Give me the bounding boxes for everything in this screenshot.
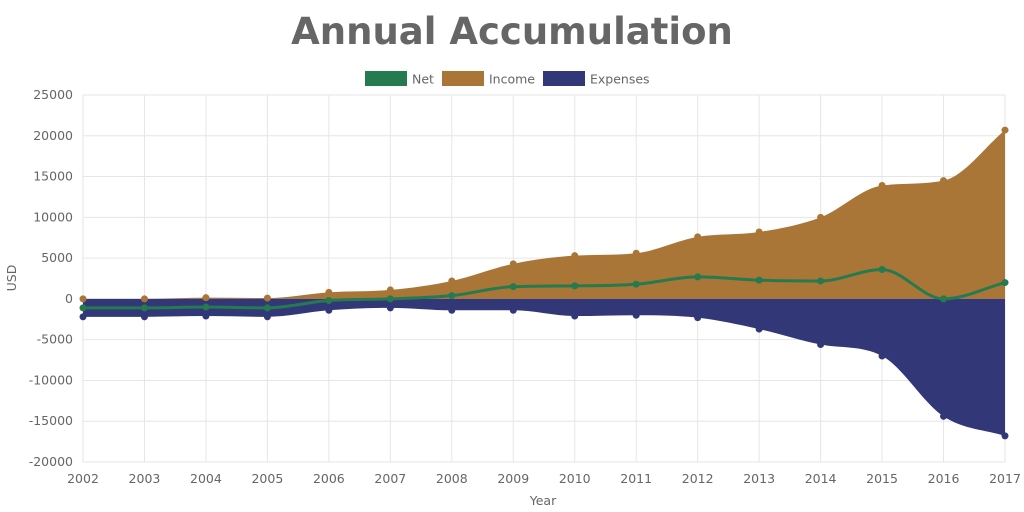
x-axis-label: Year [529,493,557,508]
y-tick-label: 20000 [33,128,73,143]
point-layer [79,126,1009,440]
income-point[interactable] [571,252,579,260]
x-tick-label: 2006 [313,471,345,486]
expenses-point[interactable] [79,313,87,321]
net-point[interactable] [1001,279,1009,287]
net-point[interactable] [817,277,825,285]
net-point[interactable] [632,280,640,288]
area-layer [83,130,1005,436]
net-point[interactable] [386,295,394,303]
expenses-point[interactable] [878,352,886,360]
y-tick-label: -20000 [29,454,73,469]
legend[interactable]: Net Income Expenses [365,71,650,87]
x-tick-label: 2003 [129,471,161,486]
net-point[interactable] [694,273,702,281]
expenses-point[interactable] [571,312,579,320]
income-point[interactable] [755,228,763,236]
income-point[interactable] [202,294,210,302]
income-point[interactable] [325,288,333,296]
net-point[interactable] [571,282,579,290]
net-point[interactable] [140,304,148,312]
x-tick-label: 2013 [743,471,775,486]
expenses-point[interactable] [940,412,948,420]
income-point[interactable] [817,213,825,221]
expenses-point[interactable] [263,313,271,321]
y-tick-label: 15000 [33,169,73,184]
x-tick-label: 2011 [620,471,652,486]
expenses-point[interactable] [1001,432,1009,440]
y-tick-label: -10000 [29,372,73,387]
net-point[interactable] [878,266,886,274]
expenses-point[interactable] [386,304,394,312]
legend-swatch-income [442,71,484,86]
legend-item-net[interactable]: Net [365,71,434,87]
income-point[interactable] [940,177,948,185]
x-tick-label: 2014 [805,471,837,486]
expenses-point[interactable] [817,341,825,349]
expenses-point[interactable] [509,306,517,314]
net-point[interactable] [448,292,456,300]
legend-label-expenses: Expenses [590,72,650,87]
expenses-point[interactable] [202,312,210,320]
x-tick-label: 2012 [682,471,714,486]
x-tick-label: 2015 [866,471,898,486]
y-axis-label: USD [4,265,19,292]
x-tick-label: 2007 [374,471,406,486]
legend-swatch-net [365,71,407,86]
income-point[interactable] [1001,126,1009,134]
y-tick-label: -15000 [29,413,73,428]
x-axis-ticks: 2002 2003 2004 2005 2006 2007 2008 2009 2010 2011… [67,471,1021,486]
expenses-point[interactable] [325,306,333,314]
x-tick-label: 2009 [497,471,529,486]
net-point[interactable] [202,303,210,311]
expenses-point[interactable] [140,313,148,321]
income-point[interactable] [448,277,456,285]
net-point[interactable] [325,297,333,305]
line-layer [83,268,1006,310]
y-tick-label: 0 [65,291,73,306]
x-tick-label: 2008 [436,471,468,486]
income-point[interactable] [79,295,87,303]
income-point[interactable] [509,260,517,268]
x-tick-label: 2002 [67,471,99,486]
y-tick-label: -5000 [37,332,73,347]
y-tick-label: 5000 [41,250,73,265]
expenses-point[interactable] [632,311,640,319]
x-tick-label: 2016 [928,471,960,486]
income-point[interactable] [140,295,148,303]
legend-label-net: Net [412,72,434,87]
expenses-area[interactable] [83,298,1005,436]
legend-label-income: Income [489,72,535,87]
y-axis-ticks: 25000 20000 15000 10000 5000 0 -5000 -10000 -150… [29,87,73,469]
expenses-point[interactable] [755,325,763,333]
legend-item-expenses[interactable]: Expenses [543,71,650,87]
expenses-point[interactable] [448,306,456,314]
net-point[interactable] [79,304,87,312]
net-line[interactable] [83,268,1006,310]
legend-item-income[interactable]: Income [442,71,535,87]
income-point[interactable] [386,286,394,294]
x-tick-label: 2017 [989,471,1021,486]
net-point[interactable] [940,295,948,303]
y-tick-label: 10000 [33,209,73,224]
x-tick-label: 2005 [251,471,283,486]
income-point[interactable] [632,249,640,257]
income-point[interactable] [694,233,702,241]
x-tick-label: 2010 [559,471,591,486]
net-point[interactable] [509,283,517,291]
x-tick-label: 2004 [190,471,222,486]
chart-title: Annual Accumulation [291,10,733,53]
net-point[interactable] [263,304,271,312]
income-point[interactable] [878,182,886,190]
net-point[interactable] [755,276,763,284]
y-tick-label: 25000 [33,87,73,102]
income-area[interactable] [83,130,1005,299]
income-point[interactable] [263,294,271,302]
legend-swatch-expenses [543,71,585,86]
expenses-point[interactable] [694,314,702,322]
